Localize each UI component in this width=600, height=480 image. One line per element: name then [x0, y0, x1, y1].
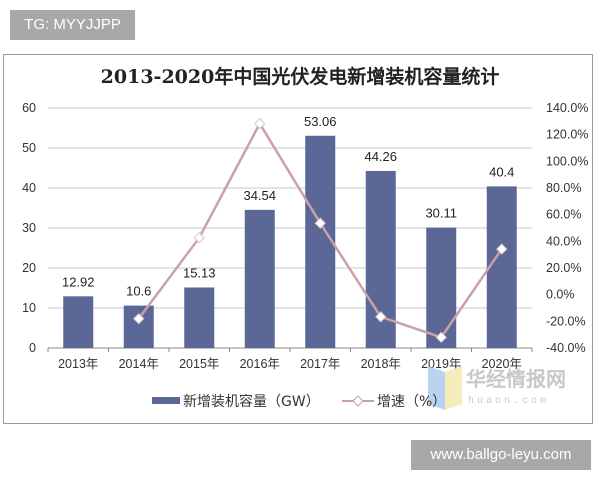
- legend-diamond-icon: [352, 395, 364, 407]
- x-axis-label: 2013年: [58, 357, 98, 371]
- x-axis-label: 2020年: [482, 357, 522, 371]
- x-axis-label: 2015年: [179, 357, 219, 371]
- watermark-logo-subtext: huaon.com: [468, 395, 549, 407]
- right-axis-tick: -40.0%: [546, 341, 586, 355]
- legend-bar-label: 新增装机容量（GW）: [183, 393, 320, 410]
- bar-value-label: 34.54: [243, 188, 276, 203]
- right-axis-tick: 20.0%: [546, 261, 581, 275]
- bar-2013年: [63, 296, 94, 348]
- bar-2019年: [426, 227, 457, 348]
- watermark-logo-text: 华经情报网: [466, 367, 566, 391]
- diamond-marker-icon: [496, 243, 508, 255]
- x-axis-label: 2017年: [300, 357, 340, 371]
- right-axis-tick: 40.0%: [546, 234, 581, 248]
- legend-line-label: 增速（%）: [377, 394, 446, 410]
- x-axis-label: 2014年: [119, 357, 159, 371]
- right-axis-tick: 120.0%: [546, 128, 588, 142]
- left-axis-tick: 10: [22, 301, 36, 315]
- left-axis-tick: 60: [22, 101, 36, 115]
- bar-value-label: 30.11: [425, 206, 457, 221]
- diamond-marker-icon: [314, 217, 326, 229]
- bar-value-label: 10.6: [126, 284, 151, 299]
- bar-2014年: [123, 305, 154, 348]
- left-axis-tick: 20: [22, 261, 36, 275]
- bar-value-label: 15.13: [183, 265, 216, 280]
- watermark-tag-bottom: www.ballgo-leyu.com: [411, 440, 591, 470]
- chart-title: 2013-2020年中国光伏发电新增装机容量统计: [100, 66, 500, 88]
- legend-bar-swatch-icon: [152, 397, 180, 404]
- watermark-logo-icon: [428, 366, 445, 410]
- bar-value-label: 44.26: [364, 149, 397, 164]
- right-axis-tick: 0.0%: [546, 288, 575, 302]
- x-axis-label: 2018年: [361, 357, 401, 371]
- right-axis-tick: -20.0%: [546, 314, 586, 328]
- bar-2020年: [486, 186, 517, 348]
- right-axis-tick: 140.0%: [546, 101, 588, 115]
- right-axis-tick: 80.0%: [546, 181, 581, 195]
- bar-2017年: [305, 135, 336, 348]
- bar-2015年: [184, 287, 215, 348]
- right-axis-tick: 100.0%: [546, 154, 588, 168]
- bar-value-label: 12.92: [62, 274, 95, 289]
- bar-value-label: 53.06: [304, 114, 337, 129]
- diamond-marker-icon: [435, 331, 447, 344]
- diamond-marker-icon: [375, 311, 387, 323]
- x-axis-label: 2016年: [240, 357, 280, 371]
- bar-2016年: [244, 209, 275, 348]
- left-axis-tick: 30: [22, 221, 36, 235]
- left-axis-tick: 40: [22, 181, 36, 195]
- right-axis-tick: 60.0%: [546, 208, 581, 222]
- watermark-tag-top: TG: MYYJJPP: [10, 10, 135, 40]
- left-axis-tick: 50: [22, 141, 36, 155]
- bar-value-label: 40.4: [489, 164, 514, 179]
- left-axis-tick: 0: [29, 341, 36, 355]
- diamond-marker-icon: [133, 312, 145, 325]
- diamond-marker-icon: [254, 117, 266, 130]
- diamond-marker-icon: [193, 232, 205, 244]
- watermark-logo-icon: [445, 366, 462, 410]
